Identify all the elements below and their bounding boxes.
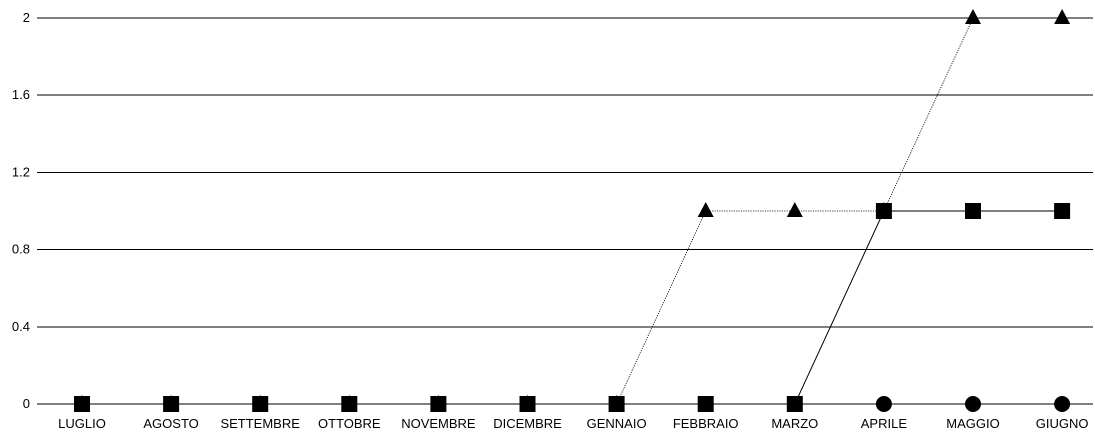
y-axis-ticks: 0 0.4 0.8 1.2 1.6 2 [12, 10, 30, 411]
square-marker [252, 396, 269, 412]
x-tick-label: DICEMBRE [493, 416, 562, 431]
y-tick-label: 0 [23, 396, 30, 411]
series-lines [82, 17, 1063, 405]
square-marker [519, 396, 536, 412]
series-markers [74, 9, 1071, 412]
x-tick-label: LUGLIO [58, 416, 106, 431]
x-tick-label: MAGGIO [946, 416, 999, 431]
x-tick-label: MARZO [771, 416, 818, 431]
square-marker [74, 396, 90, 412]
triangle-marker [697, 202, 714, 217]
square-marker [341, 396, 358, 412]
x-tick-label: FEBBRAIO [673, 416, 739, 431]
x-tick-label: NOVEMBRE [401, 416, 476, 431]
y-tick-label: 1.2 [12, 164, 30, 179]
square-marker [608, 396, 625, 412]
y-tick-label: 0.8 [12, 242, 30, 257]
grid-lines [37, 17, 1093, 405]
series-line [82, 210, 1063, 405]
x-axis-ticks: LUGLIO AGOSTO SETTEMBRE OTTOBRE NOVEMBRE DICE… [58, 416, 1088, 431]
circle-marker [965, 396, 981, 412]
triangle-marker [965, 9, 981, 24]
x-tick-label: GIUGNO [1036, 416, 1089, 431]
circle-marker [1054, 396, 1071, 412]
x-tick-label: APRILE [861, 416, 908, 431]
y-tick-label: 1.6 [12, 87, 30, 102]
circle-marker [875, 396, 892, 412]
x-tick-label: AGOSTO [143, 416, 198, 431]
x-tick-label: SETTEMBRE [220, 416, 300, 431]
square-marker [875, 203, 892, 219]
triangle-marker [786, 202, 803, 217]
y-tick-label: 0.4 [12, 319, 30, 334]
y-tick-label: 2 [23, 10, 30, 25]
square-marker [697, 396, 714, 412]
square-marker [430, 396, 447, 412]
square-marker [965, 203, 981, 219]
square-marker [786, 396, 803, 412]
square-marker [163, 396, 180, 412]
x-tick-label: OTTOBRE [318, 416, 381, 431]
square-marker [1054, 203, 1071, 219]
x-tick-label: GENNAIO [587, 416, 647, 431]
triangle-marker [1054, 9, 1071, 24]
